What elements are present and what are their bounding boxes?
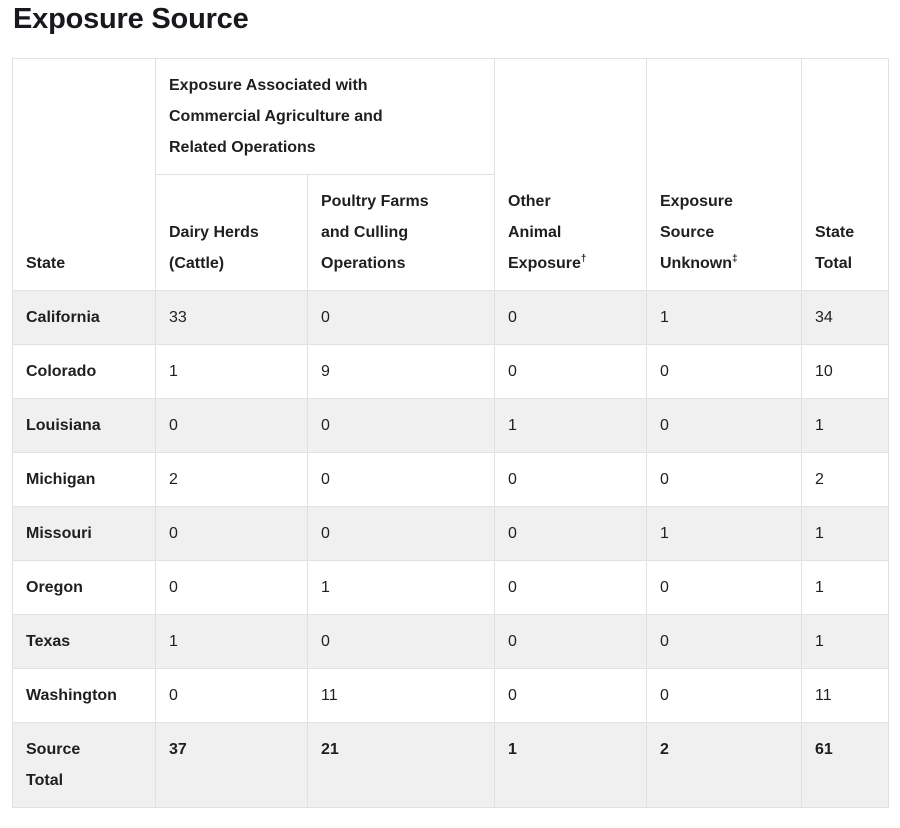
row-label: Colorado [12,344,156,399]
exposure-source-table: State Exposure Associated with Commercia… [12,58,889,808]
cell-state-total: 1 [801,614,889,669]
cell-poultry: 0 [307,506,495,561]
table-row-oregon: Oregon 0 1 0 0 1 [12,560,889,615]
cell-poultry: 0 [307,614,495,669]
header-row-columns: Dairy Herds (Cattle) Poultry Farms and C… [13,174,889,291]
col-header-other-animal-label: Other Animal Exposure [508,193,581,272]
col-header-poultry-farms: Poultry Farms and Culling Operations [307,174,495,291]
cell-dairy: 0 [155,560,308,615]
row-label: Louisiana [12,398,156,453]
cell-poultry: 1 [307,560,495,615]
col-header-dairy-herds: Dairy Herds (Cattle) [155,174,308,291]
cell-dairy: 0 [155,506,308,561]
cell-other-animal: 1 [494,398,647,453]
table-row-texas: Texas 1 0 0 0 1 [12,614,889,669]
col-header-state-total: State Total [801,58,889,291]
cell-state-total: 10 [801,344,889,399]
cell-other-animal: 0 [494,290,647,345]
table-row-washington: Washington 0 11 0 0 11 [12,668,889,723]
cell-dairy: 1 [155,344,308,399]
cell-dairy: 1 [155,614,308,669]
double-dagger-footnote-marker: ‡ [732,253,738,265]
table-row-louisiana: Louisiana 0 0 1 0 1 [12,398,889,453]
cell-state-total: 1 [801,506,889,561]
cell-poultry: 0 [307,398,495,453]
cell-state-total: 1 [801,398,889,453]
col-group-header-commercial-agriculture: Exposure Associated with Commercial Agri… [155,58,495,175]
col-header-state: State [12,58,156,291]
cell-other-animal: 0 [494,668,647,723]
total-row-label: Source Total [12,722,156,808]
cell-dairy: 33 [155,290,308,345]
cell-unknown: 0 [646,452,802,507]
cell-poultry: 0 [307,452,495,507]
cell-unknown-total: 2 [646,722,802,808]
cell-other-animal-total: 1 [494,722,647,808]
row-label: Washington [12,668,156,723]
cell-unknown: 0 [646,614,802,669]
cell-poultry: 11 [307,668,495,723]
cell-unknown: 0 [646,668,802,723]
cell-unknown: 1 [646,290,802,345]
cell-state-total: 34 [801,290,889,345]
col-header-state-total-label: State Total [815,224,855,272]
cell-other-animal: 0 [494,452,647,507]
table-header: State Exposure Associated with Commercia… [12,58,889,291]
cell-dairy-total: 37 [155,722,308,808]
cell-unknown: 0 [646,344,802,399]
cell-grand-total: 61 [801,722,889,808]
col-header-poultry-label: Poultry Farms and Culling Operations [321,193,429,272]
col-header-exposure-source-unknown: Exposure Source Unknown‡ [646,58,802,291]
cell-state-total: 2 [801,452,889,507]
table-row-colorado: Colorado 1 9 0 0 10 [12,344,889,399]
cell-other-animal: 0 [494,506,647,561]
cell-dairy: 2 [155,452,308,507]
row-label: Michigan [12,452,156,507]
cell-poultry: 9 [307,344,495,399]
cell-state-total: 11 [801,668,889,723]
cell-poultry-total: 21 [307,722,495,808]
cell-other-animal: 0 [494,614,647,669]
cell-unknown: 1 [646,506,802,561]
cell-state-total: 1 [801,560,889,615]
row-label: Oregon [12,560,156,615]
table-row-missouri: Missouri 0 0 0 1 1 [12,506,889,561]
col-header-other-animal-exposure: Other Animal Exposure† [494,58,647,291]
table-row-source-total: Source Total 37 21 1 2 61 [12,722,889,808]
row-label: California [12,290,156,345]
col-header-unknown-label: Exposure Source Unknown [660,193,733,272]
row-label: Missouri [12,506,156,561]
cell-unknown: 0 [646,398,802,453]
table-body: California 33 0 0 1 34 Colorado 1 9 0 0 … [12,290,889,808]
header-row-group: State Exposure Associated with Commercia… [12,58,889,291]
cell-other-animal: 0 [494,560,647,615]
page-title: Exposure Source [13,3,249,35]
cell-poultry: 0 [307,290,495,345]
table-row-michigan: Michigan 2 0 0 0 2 [12,452,889,507]
cell-dairy: 0 [155,668,308,723]
row-label: Texas [12,614,156,669]
cell-unknown: 0 [646,560,802,615]
col-group-header-label: Exposure Associated with Commercial Agri… [169,77,383,156]
cell-other-animal: 0 [494,344,647,399]
dagger-footnote-marker: † [580,253,587,265]
col-header-dairy-label: Dairy Herds (Cattle) [169,224,259,272]
cell-dairy: 0 [155,398,308,453]
table-row-california: California 33 0 0 1 34 [12,290,889,345]
col-header-state-label: State [26,255,66,272]
